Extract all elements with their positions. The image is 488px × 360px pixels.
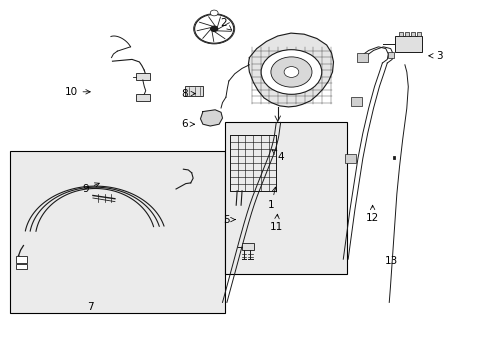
Circle shape xyxy=(210,26,217,31)
Text: 9: 9 xyxy=(82,183,99,194)
Bar xyxy=(394,36,421,52)
Bar xyxy=(410,32,414,36)
Text: 1: 1 xyxy=(267,187,276,210)
Bar xyxy=(136,73,149,80)
Text: 4: 4 xyxy=(271,150,284,162)
Bar xyxy=(136,94,149,101)
Bar xyxy=(224,122,346,274)
Text: 8: 8 xyxy=(181,89,195,99)
Bar xyxy=(229,135,276,191)
Text: 3: 3 xyxy=(428,51,442,61)
Bar xyxy=(16,264,27,269)
Bar xyxy=(404,32,408,36)
Text: 5: 5 xyxy=(223,215,235,225)
Text: 13: 13 xyxy=(384,256,397,266)
Circle shape xyxy=(270,57,311,87)
Text: 11: 11 xyxy=(269,214,283,232)
Polygon shape xyxy=(200,110,222,126)
Circle shape xyxy=(210,10,218,16)
Bar xyxy=(10,151,224,313)
Bar xyxy=(350,97,361,106)
Bar xyxy=(241,243,253,250)
Text: 2: 2 xyxy=(220,18,231,30)
Bar xyxy=(345,154,355,163)
Bar xyxy=(356,53,367,62)
Text: 6: 6 xyxy=(181,119,194,129)
Bar xyxy=(184,86,203,96)
Text: 12: 12 xyxy=(365,205,379,223)
Circle shape xyxy=(261,50,321,94)
Bar xyxy=(416,32,420,36)
Circle shape xyxy=(284,67,298,77)
Text: 10: 10 xyxy=(64,87,90,97)
Bar xyxy=(387,52,393,58)
Bar xyxy=(16,256,27,263)
Polygon shape xyxy=(248,33,333,107)
Text: 7: 7 xyxy=(87,302,94,312)
Bar xyxy=(398,32,402,36)
Circle shape xyxy=(194,14,233,43)
